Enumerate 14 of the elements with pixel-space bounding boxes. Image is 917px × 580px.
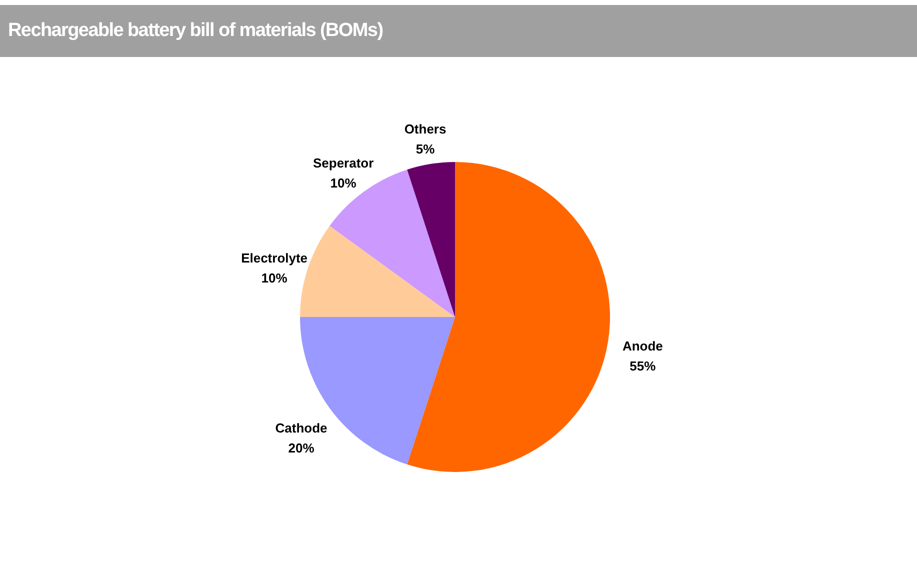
slice-label: Anode <box>622 338 663 354</box>
data-label: 5% <box>416 141 436 156</box>
pie-slice <box>330 170 455 317</box>
data-label: 55% <box>630 358 656 374</box>
slice-label: Electrolyte <box>241 250 308 266</box>
slice-label: Cathode <box>275 420 328 436</box>
data-label: 20% <box>288 440 315 456</box>
data-label: 10% <box>261 270 288 286</box>
slice-label: Seperator <box>312 155 374 170</box>
data-label: 10% <box>330 175 357 190</box>
pie-slice <box>407 162 455 317</box>
pie-slice <box>407 162 610 472</box>
chart-title: Rechargeable battery bill of materials (BOMs) <box>0 5 917 57</box>
slice-label: Others <box>404 121 446 136</box>
